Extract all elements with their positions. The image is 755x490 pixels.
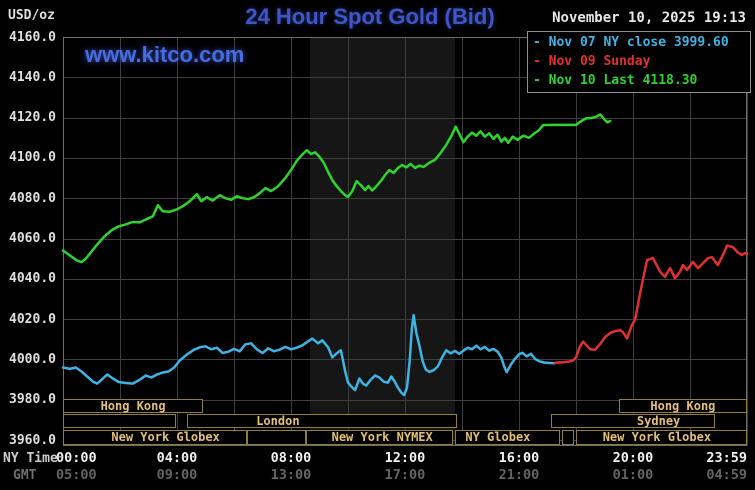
legend-entry-text: Nov 09 Sunday: [548, 54, 651, 69]
session-box-london-sydney-row-2: [550, 414, 716, 428]
x-tick-ny-12:00: 12:00: [384, 450, 426, 466]
y-axis-label-4100: 4100.0: [9, 150, 56, 166]
session-box-new-york-row-4: [561, 430, 575, 445]
x-tick-ny-23:59: 23:59: [706, 450, 747, 466]
x-tick-gmt-21:00: 21:00: [498, 467, 540, 483]
session-box-hong-kong-row-1: [618, 399, 748, 413]
x-tick-gmt-04:59: 04:59: [706, 467, 747, 483]
nymex-hours-highlight-band: [310, 37, 455, 446]
v-gridline-h12: [405, 37, 406, 446]
y-axis-label-4080: 4080.0: [9, 190, 56, 206]
session-box-new-york-row-2: [306, 430, 453, 445]
v-gridline-h4: [177, 37, 178, 446]
legend-entry-2: - Nov 10 Last 4118.30: [533, 71, 750, 90]
y-axis-label-3960: 3960.0: [9, 432, 56, 448]
x-tick-ny-16:00: 16:00: [498, 450, 540, 466]
session-label-hong-kong: Hong Kong: [100, 399, 166, 413]
legend: - Nov 07 NY close 3999.60- Nov 09 Sunday…: [527, 31, 751, 93]
legend-dash-marker: -: [533, 73, 549, 88]
y-axis-label-4060: 4060.0: [9, 231, 56, 246]
y-axis-label-4020: 4020.0: [9, 311, 56, 327]
x-tick-gmt-01:00: 01:00: [612, 467, 654, 483]
session-label-hong-kong: Hong Kong: [650, 399, 716, 413]
v-gridline-h18: [576, 37, 577, 446]
session-box-hong-kong-row-0: [63, 399, 203, 413]
x-tick-gmt-17:00: 17:00: [384, 467, 426, 483]
v-gridline-h16: [519, 37, 520, 446]
session-label-sydney: Sydney: [636, 414, 681, 428]
price-line-nov09: [553, 244, 749, 365]
x-tick-gmt-05:00: 05:00: [56, 467, 97, 483]
v-gridline-h14: [462, 37, 463, 446]
x-tick-ny-20:00: 20:00: [612, 450, 654, 466]
session-box-new-york-row-1: [247, 430, 307, 445]
plot-area-border: [63, 37, 747, 446]
session-label-new-york-globex: New York Globex: [111, 430, 220, 444]
session-box-london-sydney-row-0: [63, 414, 176, 428]
x-tick-gmt-09:00: 09:00: [156, 467, 198, 483]
price-line-nov07: [61, 313, 556, 397]
y-axis-label-4000: 4000.0: [9, 351, 56, 367]
v-gridline-h24: [747, 37, 748, 446]
session-label-new-york-globex: New York Globex: [602, 430, 712, 444]
legend-entry-0: - Nov 07 NY close 3999.60: [533, 33, 750, 52]
y-axis-label-4040: 4040.0: [9, 271, 56, 287]
x-tick-gmt-13:00: 13:00: [270, 467, 312, 483]
v-gridline-h8: [291, 37, 292, 446]
gmt-axis-label: GMT: [13, 468, 37, 483]
v-gridline-h22: [690, 37, 691, 446]
session-label-london: London: [256, 414, 300, 428]
price-line-nov10: [61, 113, 612, 264]
session-box-new-york-row-0: [63, 430, 248, 445]
v-gridline-h2: [120, 37, 121, 446]
ny-time-axis-label: NY Time: [3, 451, 58, 466]
y-axis-label-3980: 3980.0: [9, 392, 56, 408]
y-axis-label-4140: 4140.0: [9, 69, 56, 85]
session-box-london-sydney-row-1: [187, 414, 457, 428]
legend-entry-1: - Nov 09 Sunday: [533, 52, 750, 71]
legend-dash-marker: -: [533, 54, 549, 69]
session-label-new-york-nymex: New York NYMEX: [331, 430, 433, 444]
x-tick-ny-04:00: 04:00: [156, 450, 198, 466]
x-tick-ny-08:00: 08:00: [270, 450, 312, 466]
kitco-watermark-link: www.kitco.com: [85, 42, 245, 67]
y-axis-label-4160: 4160.0: [9, 29, 56, 45]
session-label-ny-globex: NY Globex: [465, 430, 531, 444]
y-axis-unit-label: USD/oz: [8, 8, 55, 23]
legend-dash-marker: -: [533, 35, 549, 50]
v-gridline-h6: [234, 37, 235, 446]
legend-entry-text: Nov 07 NY close 3999.60: [548, 35, 729, 50]
chart-datetime: November 10, 2025 19:13: [552, 10, 746, 26]
legend-entry-text: Nov 10 Last 4118.30: [548, 73, 698, 88]
chart-title: 24 Hour Spot Gold (Bid): [245, 4, 495, 29]
x-tick-ny-00:00: 00:00: [56, 450, 97, 466]
y-axis-label-4120: 4120.0: [9, 110, 56, 126]
v-gridline-h20: [633, 37, 634, 446]
v-gridline-h10: [348, 37, 349, 446]
session-box-new-york-row-3: [454, 430, 561, 445]
session-box-new-york-row-5: [576, 430, 747, 445]
